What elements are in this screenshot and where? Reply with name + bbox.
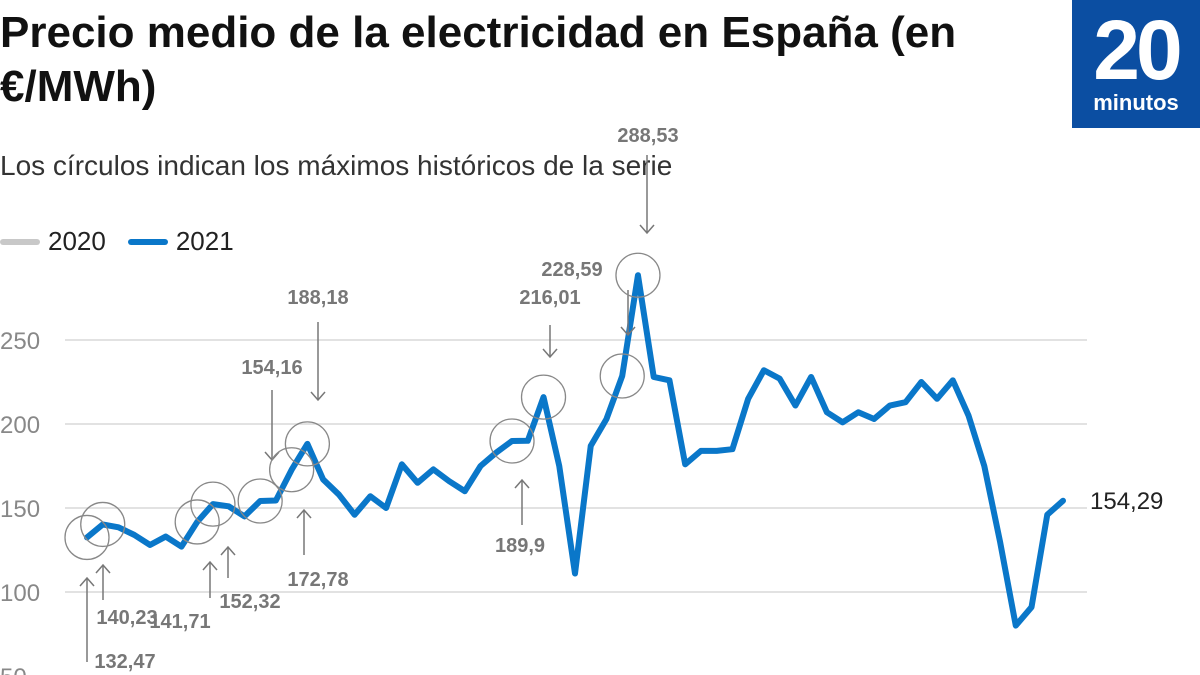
max-circle — [190, 481, 236, 527]
max-circle — [520, 374, 567, 420]
max-circle — [284, 421, 331, 467]
chart-title: Precio medio de la electricidad en Españ… — [0, 8, 957, 111]
annotation-label: 188,18 — [287, 287, 348, 309]
y-tick-250: 250 — [0, 328, 40, 355]
legend-label-2021: 2021 — [175, 226, 234, 256]
y-tick-150: 150 — [0, 496, 40, 523]
max-circle — [268, 447, 315, 493]
legend-swatch-2020 — [0, 238, 40, 245]
max-circle — [174, 499, 220, 545]
annotation-label: 172,78 — [287, 569, 348, 591]
arrowhead-icon — [202, 560, 218, 571]
annotation-label: 228,59 — [541, 259, 602, 281]
arrowhead-icon — [79, 576, 95, 587]
annotation-label: 288,53 — [617, 125, 678, 147]
arrowhead-icon — [220, 545, 236, 556]
arrowhead-icon — [514, 478, 530, 489]
legend-item-2020: 2020 — [0, 226, 106, 257]
logo-word: minutos — [1093, 90, 1179, 115]
legend-swatch-2021 — [127, 238, 168, 245]
max-circle — [237, 478, 283, 524]
series-2021-line — [84, 272, 1066, 629]
y-tick-50: 50 — [0, 664, 27, 675]
annotation-label: 154,16 — [241, 357, 302, 379]
annotation-label: 140,23 — [96, 607, 157, 629]
legend: 2020 2021 — [0, 226, 256, 257]
logo-number: 20 — [1093, 3, 1182, 97]
legend-item-2021: 2021 — [127, 226, 234, 257]
arrowhead-icon — [95, 563, 111, 574]
legend-label-2020: 2020 — [48, 226, 106, 256]
max-circle — [489, 418, 535, 464]
max-circle — [80, 501, 126, 548]
arrowhead-icon — [310, 391, 326, 402]
y-tick-100: 100 — [0, 580, 40, 607]
annotation-label: 132,47 — [94, 651, 155, 673]
logo-20minutos: 20 minutos — [1072, 0, 1200, 128]
arrowhead-icon — [620, 326, 636, 337]
max-circle — [599, 353, 645, 399]
arrowhead-icon — [639, 224, 655, 235]
max-circle — [615, 252, 661, 298]
annotation-label: 216,01 — [519, 287, 580, 309]
annotation-label: 152,32 — [219, 591, 280, 613]
max-circle — [64, 514, 110, 561]
y-tick-200: 200 — [0, 412, 40, 439]
last-value-label: 154,29 — [1090, 488, 1163, 515]
arrowhead-icon — [542, 348, 558, 359]
annotation-label: 141,71 — [149, 611, 210, 633]
chart-subtitle: Los círculos indican los máximos históri… — [0, 150, 673, 181]
arrowhead-icon — [296, 508, 312, 519]
annotation-label: 189,9 — [495, 535, 545, 557]
